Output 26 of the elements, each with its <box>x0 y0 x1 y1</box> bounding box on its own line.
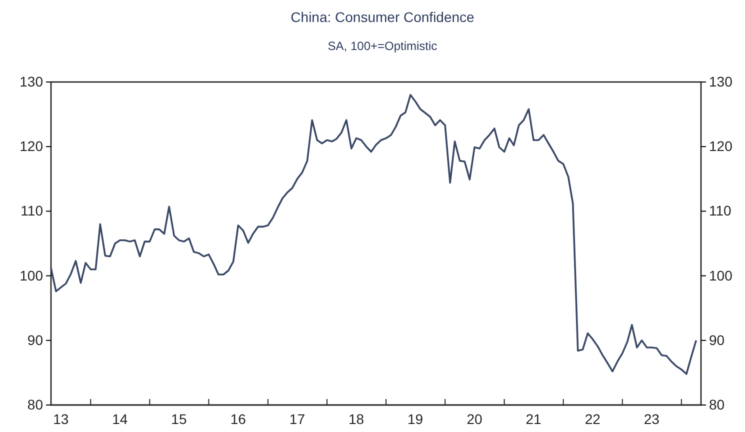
chart-subtitle: SA, 100+=Optimistic <box>328 39 438 53</box>
y2-tick-label: 130 <box>709 73 733 90</box>
x-tick-label: 15 <box>171 411 187 427</box>
x-tick-label: 13 <box>53 411 69 427</box>
y-tick-label: 90 <box>27 332 44 348</box>
y2-tick-label: 100 <box>709 267 733 284</box>
y2-tick-label: 90 <box>709 332 725 348</box>
chart-title: China: Consumer Confidence <box>290 9 475 25</box>
y-tick-label: 110 <box>20 202 44 219</box>
x-tick-label: 19 <box>408 411 424 427</box>
x-tick-label: 16 <box>230 411 246 427</box>
x-tick-label: 17 <box>289 411 306 427</box>
x-tick-label: 18 <box>348 411 364 427</box>
x-tick-label: 23 <box>644 411 660 427</box>
y2-tick-label: 80 <box>709 396 725 412</box>
x-tick-label: 14 <box>112 411 128 427</box>
y-tick-label: 100 <box>20 267 44 284</box>
y-tick-label: 80 <box>27 396 44 412</box>
x-tick-label: 22 <box>584 411 601 427</box>
x-tick-label: 21 <box>526 411 542 427</box>
y2-tick-label: 110 <box>709 202 732 219</box>
y2-tick-label: 120 <box>709 138 733 154</box>
y-tick-label: 120 <box>20 138 44 154</box>
x-tick-label: 20 <box>466 411 483 427</box>
line-series <box>50 94 698 375</box>
y-tick-label: 130 <box>20 73 44 90</box>
